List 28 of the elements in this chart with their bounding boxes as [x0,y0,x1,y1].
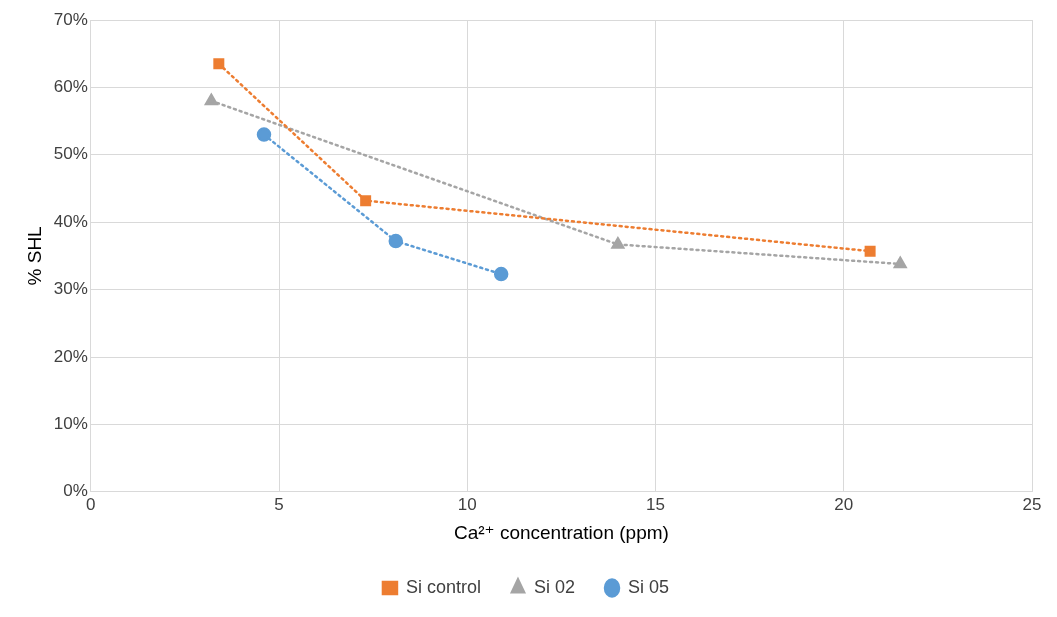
legend-label: Si 02 [533,576,576,597]
y-tick-label: 50% [53,144,88,164]
y-tick-label: 0% [63,481,88,501]
point [204,93,218,106]
x-tick-label: 5 [274,494,284,514]
y-tick-label: 20% [53,346,88,366]
x-tick-label: 20 [834,494,854,514]
y-tick-label: 70% [53,9,88,29]
point [213,58,225,70]
point [360,195,372,207]
y-tick-label: 60% [53,77,88,97]
legend-label: Si 05 [628,576,670,597]
y-tick-label: 30% [53,279,88,299]
y-axis-title: % SHL [23,226,45,286]
point [493,266,509,282]
x-axis-title: Ca²⁺ concentration (ppm) [453,521,669,543]
legend-label: Si control [405,576,481,597]
point [611,237,625,249]
x-tick-label: 10 [457,494,477,514]
point [256,127,272,142]
x-tick-label: 0 [86,494,96,514]
x-tick-label: 15 [646,494,665,514]
x-tick-label: 25 [1022,494,1042,514]
point [893,256,907,269]
y-tick-label: 40% [53,211,88,231]
y-tick-label: 10% [53,414,88,434]
point [388,233,404,249]
point [864,245,876,257]
